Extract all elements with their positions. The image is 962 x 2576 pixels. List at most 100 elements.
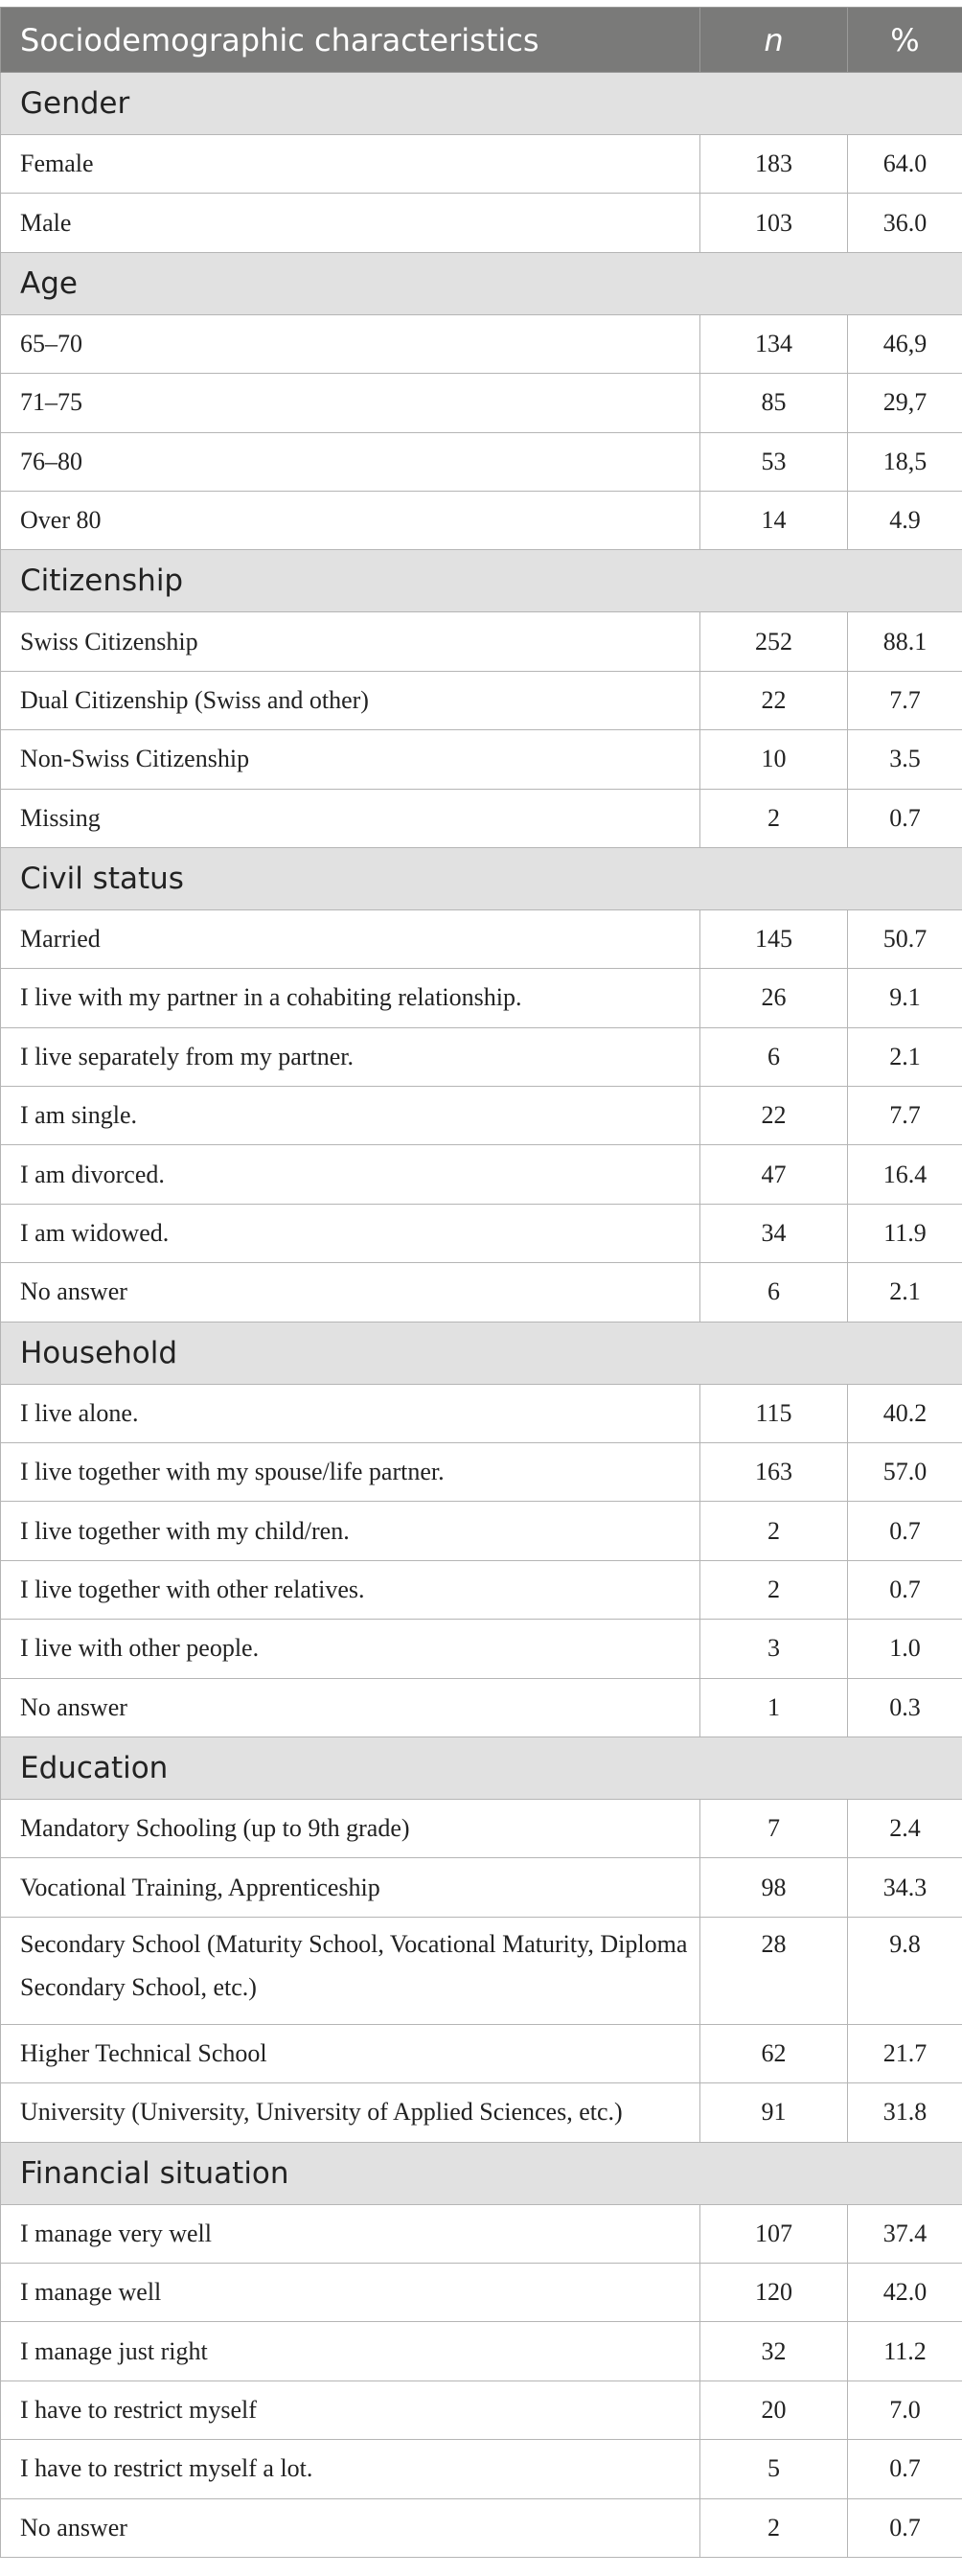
row-percent-value: 21.7 — [847, 2023, 962, 2084]
row-n-value: 1 — [699, 1677, 848, 1737]
table-row: I am widowed. 34 11.9 — [0, 1203, 962, 1264]
table-row: Dual Citizenship (Swiss and other) 22 7.7 — [0, 670, 962, 731]
row-n-value: 98 — [699, 1857, 848, 1918]
row-n-value: 3 — [699, 1619, 848, 1679]
table-row: I am divorced. 47 16.4 — [0, 1144, 962, 1205]
row-label: I have to restrict myself a lot. — [0, 2439, 700, 2499]
row-label: Non-Swiss Citizenship — [0, 729, 700, 790]
row-label: University (University, University of Ap… — [0, 2082, 700, 2143]
row-n-value: 10 — [699, 729, 848, 790]
row-percent-value: 7.7 — [847, 670, 962, 731]
table-row: I live together with my spouse/life part… — [0, 1442, 962, 1503]
row-percent-value: 42.0 — [847, 2262, 962, 2323]
section-title: Age — [0, 251, 962, 315]
section-row-age: Age — [0, 251, 962, 315]
section-row-gender: Gender — [0, 72, 962, 135]
row-label: I am single. — [0, 1086, 700, 1146]
table-row: Married 145 50.7 — [0, 908, 962, 970]
table-row: I manage just right 32 11.2 — [0, 2321, 962, 2381]
row-percent-value: 46,9 — [847, 313, 962, 375]
row-n-value: 2 — [699, 1501, 848, 1561]
row-label: I live together with my spouse/life part… — [0, 1442, 700, 1503]
row-label: Swiss Citizenship — [0, 611, 700, 672]
table-row: I live together with my child/ren. 2 0.7 — [0, 1501, 962, 1561]
row-percent-value: 16.4 — [847, 1144, 962, 1205]
row-n-value: 26 — [699, 968, 848, 1028]
row-percent-value: 3.5 — [847, 729, 962, 790]
row-percent-value: 11.2 — [847, 2321, 962, 2381]
row-n-value: 115 — [699, 1383, 848, 1444]
header-n: n — [699, 7, 848, 73]
row-percent-value: 31.8 — [847, 2082, 962, 2143]
row-n-value: 107 — [699, 2203, 848, 2264]
table-row: Vocational Training, Apprenticeship 98 34.… — [0, 1857, 962, 1918]
row-percent-value: 2.1 — [847, 1262, 962, 1322]
table-row: I manage well 120 42.0 — [0, 2262, 962, 2323]
section-row-education: Education — [0, 1736, 962, 1800]
row-label: Mandatory Schooling (up to 9th grade) — [0, 1798, 700, 1859]
row-percent-value: 64.0 — [847, 133, 962, 195]
row-percent-value: 50.7 — [847, 908, 962, 970]
row-n-value: 103 — [699, 193, 848, 253]
table-row: No answer 1 0.3 — [0, 1677, 962, 1737]
row-percent-value: 40.2 — [847, 1383, 962, 1444]
row-n-value: 7 — [699, 1798, 848, 1859]
section-row-financial-situation: Financial situation — [0, 2141, 962, 2205]
section-row-household: Household — [0, 1321, 962, 1385]
row-label: I live with other people. — [0, 1619, 700, 1679]
row-label: No answer — [0, 1262, 700, 1322]
table-row: I have to restrict myself a lot. 5 0.7 — [0, 2439, 962, 2499]
row-n-value: 145 — [699, 908, 848, 970]
row-n-value: 2 — [699, 788, 848, 848]
table-row: No answer 6 2.1 — [0, 1262, 962, 1322]
row-n-value: 91 — [699, 2082, 848, 2143]
section-title: Citizenship — [0, 549, 962, 613]
row-label: Married — [0, 908, 700, 970]
section-row-citizenship: Citizenship — [0, 549, 962, 613]
section-title: Education — [0, 1736, 962, 1800]
row-label: Male — [0, 193, 700, 253]
row-n-value: 120 — [699, 2262, 848, 2323]
section-row-civil-status: Civil status — [0, 846, 962, 910]
row-n-value: 22 — [699, 1086, 848, 1146]
table-row: 76–80 53 18,5 — [0, 431, 962, 492]
row-n-value: 5 — [699, 2439, 848, 2499]
row-percent-value: 18,5 — [847, 431, 962, 492]
row-label: I live together with my child/ren. — [0, 1501, 700, 1561]
row-percent-value: 7.7 — [847, 1086, 962, 1146]
row-label: I am widowed. — [0, 1203, 700, 1264]
row-percent-value: 1.0 — [847, 1619, 962, 1679]
header-characteristic: Sociodemographic characteristics — [0, 7, 700, 73]
row-percent-value: 2.4 — [847, 1798, 962, 1859]
table-row: I am single. 22 7.7 — [0, 1086, 962, 1146]
table-row: I live with other people. 3 1.0 — [0, 1619, 962, 1679]
table-row: I manage very well 107 37.4 — [0, 2203, 962, 2264]
row-label: No answer — [0, 2497, 700, 2558]
row-n-value: 62 — [699, 2023, 848, 2084]
section-title: Household — [0, 1321, 962, 1385]
row-percent-value: 9.8 — [847, 1916, 962, 2025]
row-n-value: 2 — [699, 1559, 848, 1621]
row-n-value: 20 — [699, 2380, 848, 2441]
section-title: Gender — [0, 72, 962, 135]
row-n-value: 32 — [699, 2321, 848, 2381]
row-label: I manage very well — [0, 2203, 700, 2264]
table-row: Secondary School (Maturity School, Vocat… — [0, 1916, 962, 2025]
row-percent-value: 36.0 — [847, 193, 962, 253]
row-n-value: 2 — [699, 2497, 848, 2558]
header-row: Sociodemographic characteristics n % — [0, 7, 962, 73]
table-row: I live with my partner in a cohabiting r… — [0, 968, 962, 1028]
row-label: Missing — [0, 788, 700, 848]
row-label: Higher Technical School — [0, 2023, 700, 2084]
row-n-value: 252 — [699, 611, 848, 672]
row-n-value: 134 — [699, 313, 848, 375]
row-label: Vocational Training, Apprenticeship — [0, 1857, 700, 1918]
row-label: I live together with other relatives. — [0, 1559, 700, 1621]
table-header: Sociodemographic characteristics n % — [0, 7, 962, 73]
table-row: I live together with other relatives. 2 0.… — [0, 1559, 962, 1621]
table-row: Swiss Citizenship 252 88.1 — [0, 611, 962, 672]
table-row: Higher Technical School 62 21.7 — [0, 2023, 962, 2084]
table-row: 65–70 134 46,9 — [0, 313, 962, 375]
table-row: 71–75 85 29,7 — [0, 373, 962, 433]
